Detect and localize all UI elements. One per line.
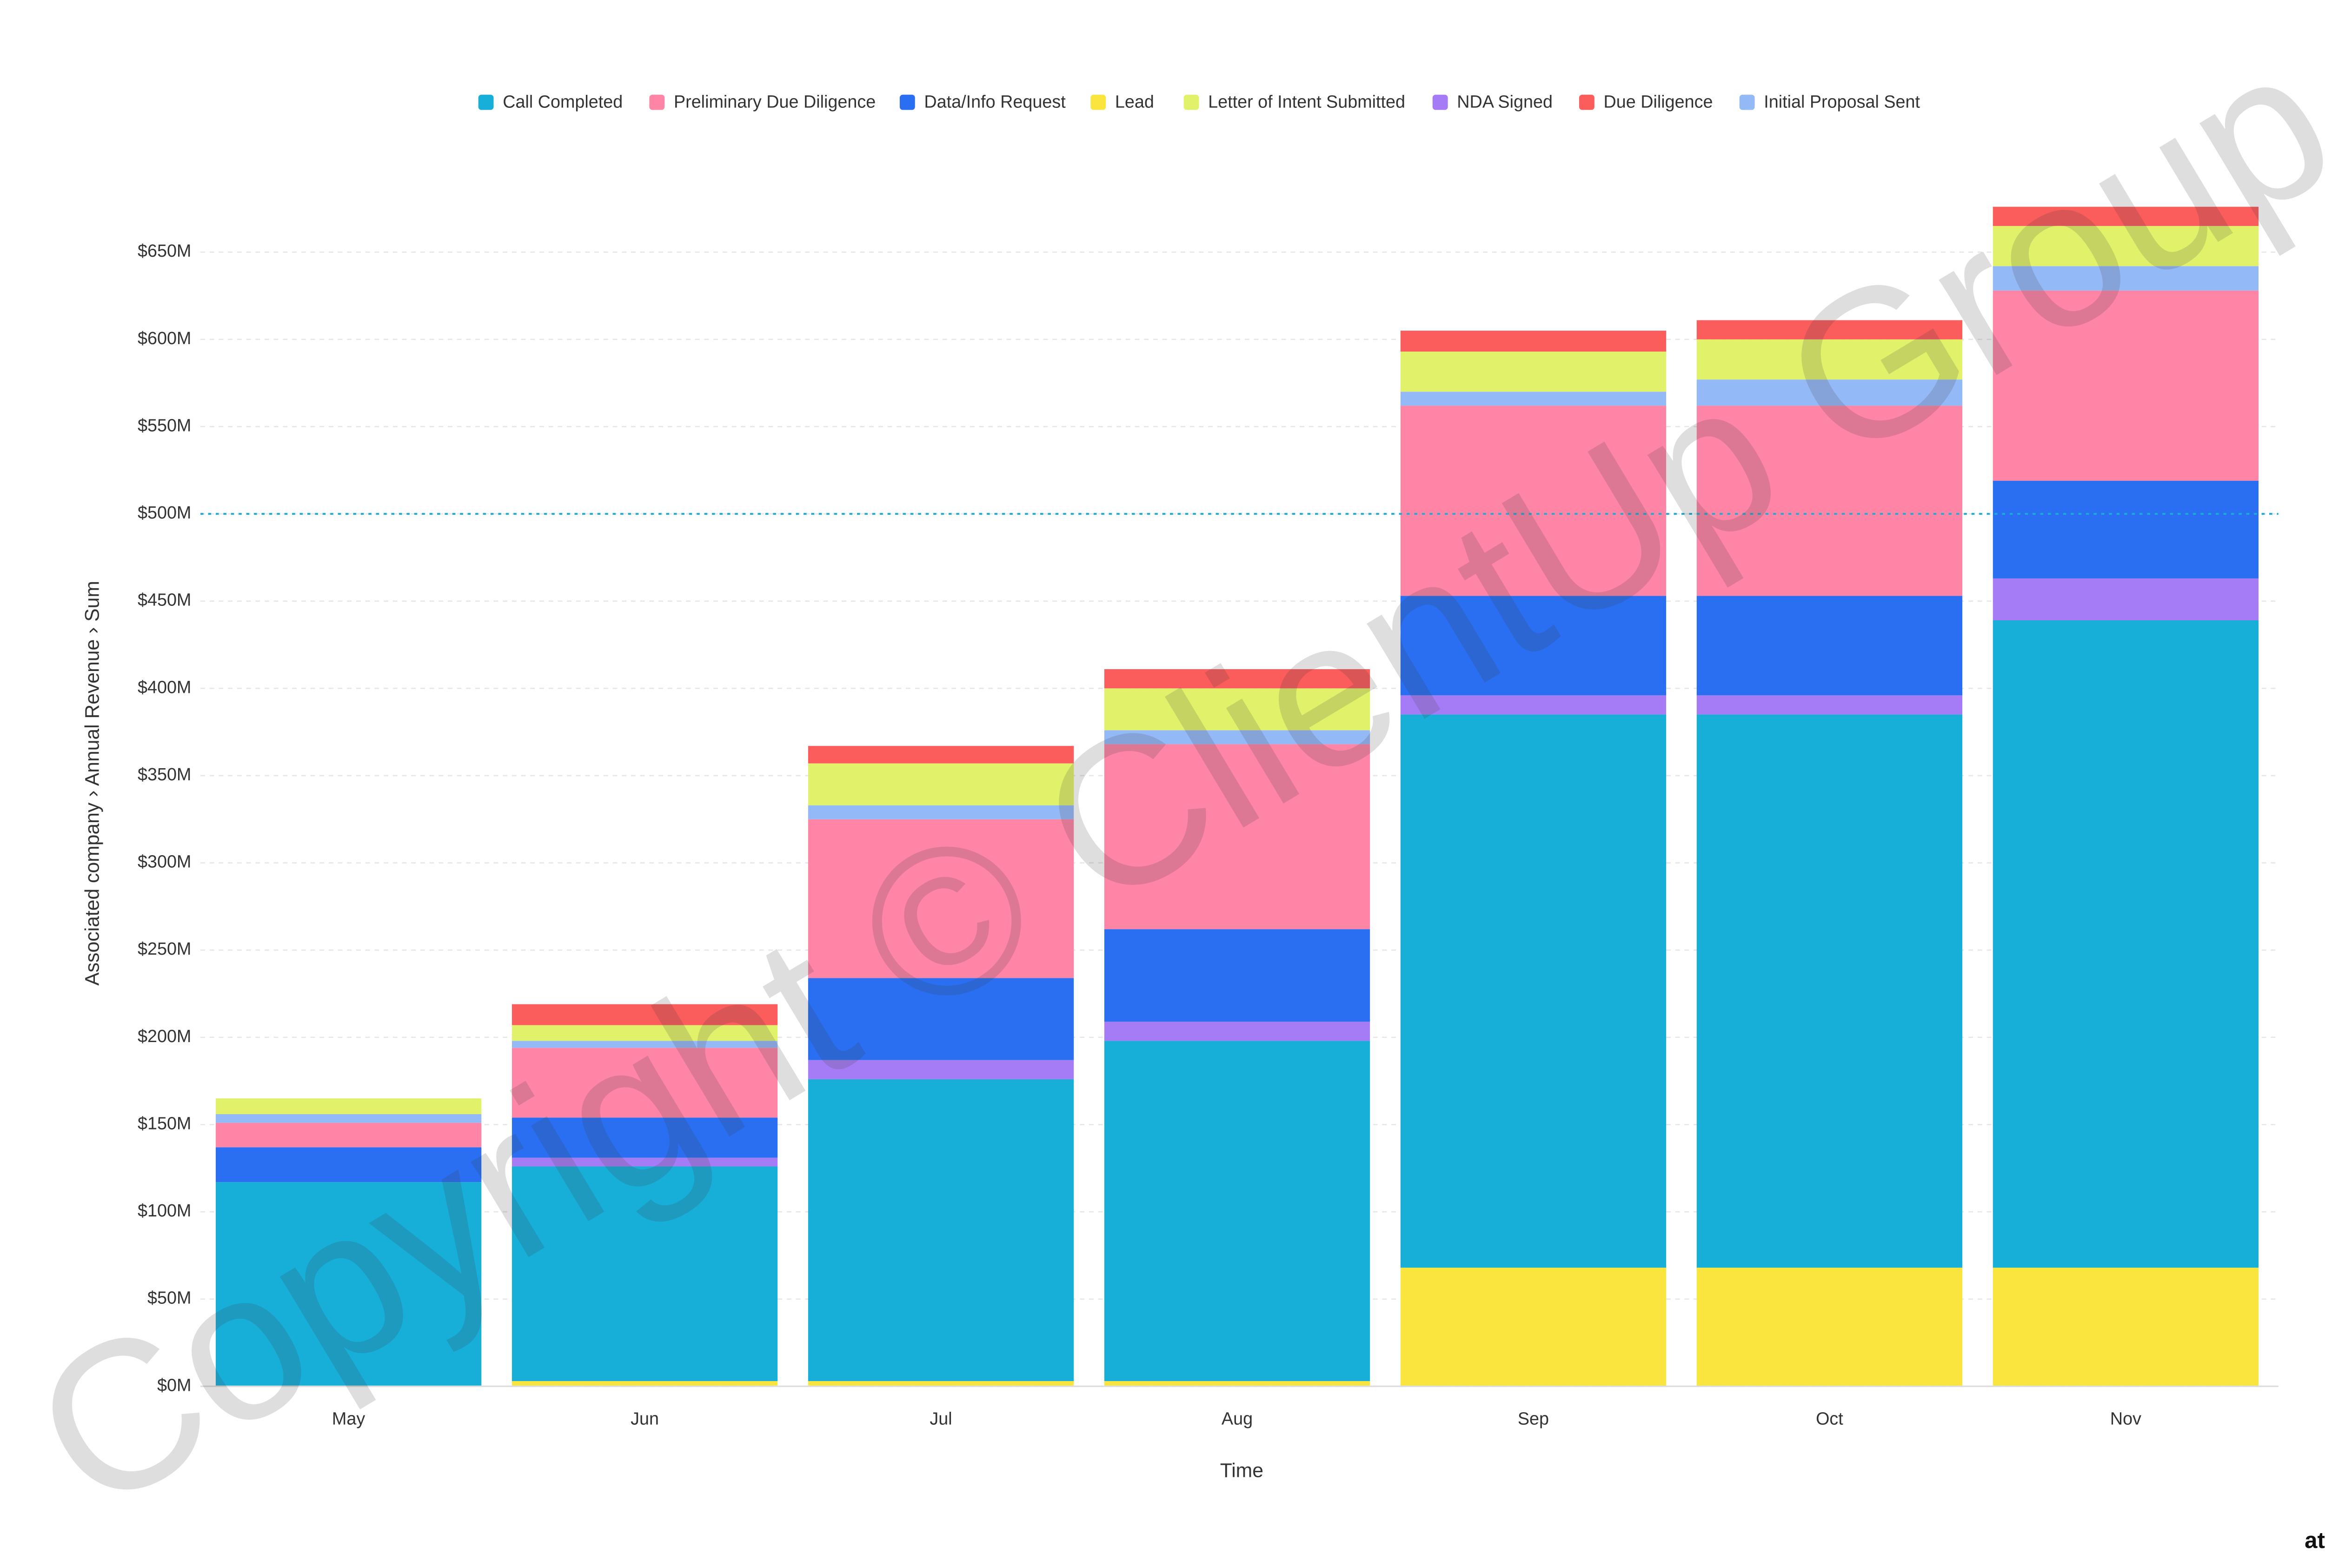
bar-segment [512, 1048, 778, 1118]
bar-segment [808, 1060, 1074, 1079]
legend-swatch [1579, 94, 1594, 110]
bar-segment [1696, 695, 1963, 715]
bar-segment [215, 1114, 482, 1123]
y-tick-label: $500M [138, 503, 191, 522]
bar-segment [1696, 596, 1963, 696]
bar-segment [512, 1157, 778, 1167]
bar-segment [1993, 266, 2259, 291]
bar-segment [1400, 695, 1667, 715]
bar-segment [1993, 1268, 2259, 1387]
bar-segment [1993, 206, 2259, 226]
bar-segment [512, 1041, 778, 1048]
bar-segment [215, 1147, 482, 1183]
y-tick-label: $350M [138, 764, 191, 784]
y-tick-label: $450M [138, 590, 191, 610]
x-tick-label: Oct [1816, 1409, 1843, 1428]
bar-segment [1400, 331, 1667, 352]
bar-segment [1993, 480, 2259, 578]
bar-segment [808, 978, 1074, 1060]
y-tick-label: $150M [138, 1113, 191, 1133]
bar-segment [512, 1117, 778, 1158]
bar-segment [808, 1381, 1074, 1387]
bar-segment [1400, 405, 1667, 596]
bar-segment [808, 763, 1074, 805]
brand-logo: attio [2305, 1528, 2325, 1553]
y-tick-label: $550M [138, 415, 191, 435]
x-tick-label: Sep [1518, 1409, 1549, 1428]
bar-segment [1696, 379, 1963, 406]
bar-segment [1104, 744, 1370, 930]
legend-swatch [899, 94, 915, 110]
bar-segment [1993, 578, 2259, 620]
legend-label: NDA Signed [1457, 92, 1553, 112]
x-tick-label: Jun [631, 1409, 659, 1428]
x-axis-title: Time [1220, 1459, 1263, 1482]
bar-segment [1104, 730, 1370, 744]
bar-segment [512, 1166, 778, 1382]
y-tick-label: $0M [157, 1375, 191, 1395]
legend-label: Initial Proposal Sent [1764, 92, 1920, 112]
legend-label: Letter of Intent Submitted [1208, 92, 1405, 112]
bar-segment [1993, 290, 2259, 481]
legend-label: Data/Info Request [924, 92, 1066, 112]
legend-swatch [1432, 94, 1448, 110]
bar-segment [512, 1004, 778, 1025]
x-tick-label: May [332, 1409, 365, 1428]
bar-segment [1696, 714, 1963, 1268]
bar-segment [1696, 1268, 1963, 1387]
bar-segment [1104, 1381, 1370, 1387]
bar-segment [1104, 1041, 1370, 1382]
bar-segment [215, 1182, 482, 1387]
bar-segment [1696, 339, 1963, 380]
bar-segment [808, 1079, 1074, 1382]
bar-segment [1696, 405, 1963, 596]
bar-segment [1104, 1022, 1370, 1041]
y-tick-label: $50M [147, 1288, 191, 1308]
y-tick-label: $400M [138, 677, 191, 697]
bar-segment [1400, 714, 1667, 1268]
x-tick-label: Aug [1222, 1409, 1253, 1428]
bar-segment [1696, 320, 1963, 339]
bar-segment [1400, 596, 1667, 696]
bar-segment [808, 819, 1074, 978]
legend-swatch [1739, 94, 1755, 110]
legend-swatch [1183, 94, 1199, 110]
bar-segment [1104, 669, 1370, 689]
bar-segment [512, 1381, 778, 1387]
bar-segment [808, 746, 1074, 764]
legend-label: Preliminary Due Diligence [674, 92, 876, 112]
bar-segment [1104, 929, 1370, 1022]
y-tick-label: $100M [138, 1201, 191, 1220]
legend-label: Due Diligence [1604, 92, 1713, 112]
legend-swatch [478, 94, 494, 110]
legend-label: Call Completed [503, 92, 623, 112]
legend-label: Lead [1115, 92, 1154, 112]
legend-swatch [1090, 94, 1106, 110]
y-tick-label: $600M [138, 328, 191, 348]
bar-segment [215, 1098, 482, 1114]
y-axis-title: Associated company › Annual Revenue › Su… [81, 581, 104, 986]
legend-swatch [649, 94, 665, 110]
x-tick-label: Nov [2110, 1409, 2141, 1428]
y-tick-label: $250M [138, 939, 191, 958]
bar-segment [1104, 688, 1370, 731]
y-tick-label: $200M [138, 1026, 191, 1046]
bar-segment [512, 1025, 778, 1041]
bar-segment [1400, 392, 1667, 406]
bar-segment [1400, 352, 1667, 392]
y-tick-label: $300M [138, 852, 191, 871]
bar-segment [808, 805, 1074, 819]
x-tick-label: Jul [930, 1409, 952, 1428]
bar-segment [1400, 1268, 1667, 1387]
y-tick-label: $650M [138, 241, 191, 260]
bar-segment [215, 1123, 482, 1148]
bar-segment [1993, 226, 2259, 266]
bar-segment [1993, 620, 2259, 1268]
